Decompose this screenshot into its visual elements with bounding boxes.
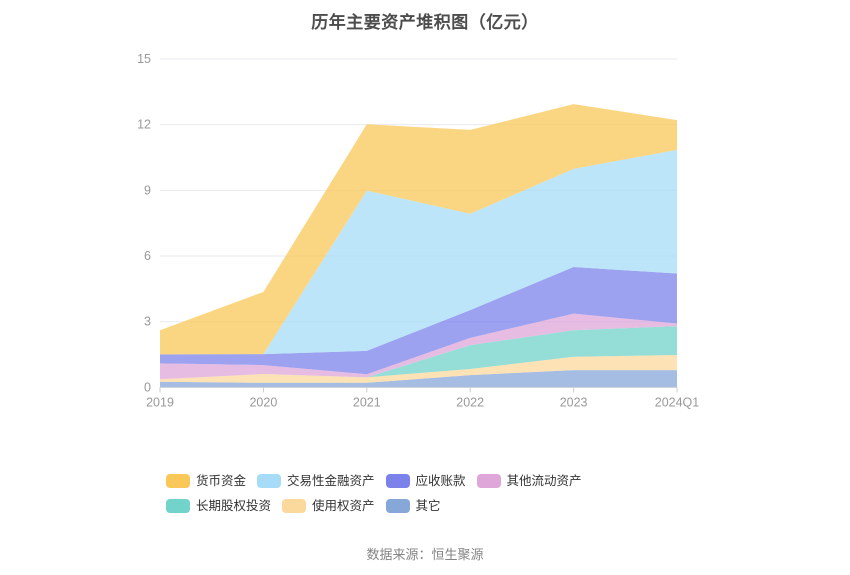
area-band-应收账款 [160, 266, 677, 375]
legend-item-其它[interactable]: 其它 [385, 499, 441, 513]
y-axis-label: 0 [144, 380, 151, 394]
legend-swatch-icon [166, 474, 190, 488]
legend-item-其他流动资产[interactable]: 其他流动资产 [476, 474, 582, 488]
legend-swatch-icon [476, 474, 501, 488]
legend-swatch-icon [257, 474, 282, 488]
legend-item-货币资金[interactable]: 货币资金 [166, 474, 246, 488]
x-axis-label: 2021 [353, 395, 381, 409]
x-axis-label: 2023 [560, 395, 588, 409]
legend-label: 应收账款 [415, 474, 466, 488]
area-band-长期股权投资 [160, 326, 677, 380]
legend-label: 其他流动资产 [506, 474, 582, 488]
plot-area: 0 3 6 9 12 15 2019 2020 2021 2022 2023 2024Q1 [137, 52, 700, 409]
y-axis-label: 3 [144, 315, 151, 329]
legend-item-应收账款[interactable]: 应收账款 [385, 474, 466, 488]
area-band-其它 [160, 370, 677, 388]
area-band-交易性金融资产 [160, 149, 677, 355]
y-axis-label: 6 [144, 249, 151, 263]
legend-label: 使用权资产 [312, 499, 375, 513]
legend-swatch-icon [385, 499, 410, 513]
x-axis-label: 2019 [146, 395, 174, 409]
legend-label: 其它 [415, 499, 441, 513]
chart-legend: 货币资金 交易性金融资产 应收账款 其他流动资产长期股权投资 使用权资产 其它 [166, 474, 690, 513]
legend-swatch-icon [282, 499, 307, 513]
legend-swatch-icon [385, 474, 410, 488]
legend-label: 货币资金 [196, 474, 247, 488]
area-band-使用权资产 [160, 354, 677, 383]
y-axis-label: 15 [137, 52, 151, 66]
y-axis-label: 12 [137, 118, 151, 132]
legend-swatch-icon [166, 499, 190, 513]
legend-label: 长期股权投资 [196, 499, 272, 513]
stacked-area-chart: 0 3 6 9 12 15 2019 2020 2021 2022 2023 2024Q1 [137, 52, 700, 409]
area-band-货币资金 [160, 104, 677, 355]
x-axis-label: 2024Q1 [655, 395, 700, 409]
y-axis-label: 9 [144, 183, 151, 197]
legend-item-使用权资产[interactable]: 使用权资产 [282, 499, 375, 513]
area-band-其他流动资产 [160, 313, 677, 380]
x-axis-label: 2022 [456, 395, 484, 409]
x-axis-label: 2020 [249, 395, 277, 409]
data-source-note: 数据来源：恒生聚源 [366, 547, 484, 562]
legend-item-交易性金融资产[interactable]: 交易性金融资产 [257, 474, 375, 488]
legend-item-长期股权投资[interactable]: 长期股权投资 [166, 499, 271, 513]
chart-title: 历年主要资产堆积图（亿元） [311, 13, 539, 32]
legend-label: 交易性金融资产 [287, 474, 375, 488]
